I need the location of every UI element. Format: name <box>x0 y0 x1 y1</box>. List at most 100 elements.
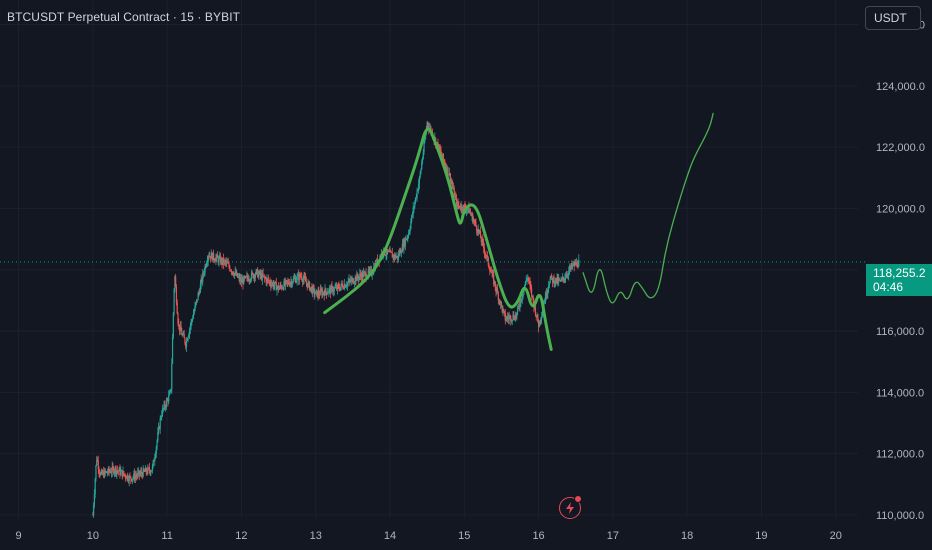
candle-body <box>188 329 191 335</box>
candle-body <box>280 285 282 287</box>
candle-body <box>246 275 248 277</box>
grid <box>0 0 858 518</box>
candle-body <box>171 363 173 390</box>
candle-body <box>402 243 404 249</box>
candle-body <box>507 317 509 319</box>
candle-body <box>167 399 169 402</box>
candle-body <box>259 271 261 276</box>
candle-body <box>250 279 252 281</box>
candle-body <box>155 446 157 454</box>
candle-body <box>512 314 514 320</box>
candle-body <box>403 239 405 249</box>
candle-body <box>326 293 328 295</box>
candle-body <box>387 249 389 252</box>
candle-body <box>128 475 130 482</box>
candle-body <box>476 230 479 233</box>
candle-body <box>110 472 113 474</box>
candle-body <box>114 467 116 472</box>
candle-body <box>500 301 502 305</box>
candle-body <box>205 265 207 267</box>
candle-body <box>260 273 263 280</box>
candle-body <box>404 239 406 246</box>
candle-body <box>315 291 317 294</box>
candle-body <box>372 272 374 275</box>
candle-body <box>333 288 335 292</box>
candle-body <box>146 472 148 474</box>
candle-body <box>241 279 243 283</box>
candle-body <box>479 231 481 233</box>
candle-body <box>116 470 118 474</box>
candle-body <box>484 253 486 255</box>
candle-body <box>571 264 573 267</box>
candle-body <box>554 277 557 283</box>
candle-body <box>158 426 161 429</box>
candle-body <box>536 314 538 317</box>
candle-body <box>308 281 311 291</box>
candle-body <box>144 470 146 472</box>
candle-body <box>206 260 208 264</box>
candle-body <box>224 260 226 262</box>
candle-body <box>329 287 332 294</box>
candle-body <box>180 325 182 332</box>
candle-body <box>336 286 338 290</box>
candle-body <box>235 271 237 276</box>
candle-body <box>341 283 343 286</box>
candle-body <box>248 280 250 281</box>
candle-body <box>143 468 145 471</box>
candle-body <box>350 279 352 282</box>
candle-body <box>151 466 154 471</box>
currency-button[interactable]: USDT <box>865 6 921 30</box>
trend-drawings[interactable] <box>323 112 714 351</box>
price-axis[interactable]: 110,000.0 112,000.0 114,000.0 116,000.0 118,… <box>876 20 925 522</box>
candle-body <box>472 214 474 223</box>
symbol-title[interactable]: BTCUSDT Perpetual Contract · 15 · BYBIT <box>7 10 241 24</box>
candle-body <box>298 274 301 281</box>
candle-body <box>234 271 236 274</box>
candle-body <box>461 205 463 210</box>
candle-body <box>284 281 286 285</box>
candle-body <box>282 287 284 290</box>
candle-body <box>365 272 367 279</box>
candle-body <box>198 292 200 294</box>
candle-body <box>142 468 144 477</box>
candle-body <box>277 285 280 290</box>
candle-body <box>405 238 407 240</box>
time-axis[interactable]: 9 10 11 12 13 14 15 16 17 18 19 20 <box>16 530 842 542</box>
candle-body <box>293 278 295 280</box>
candle-body <box>228 263 230 267</box>
candle-body <box>424 139 426 142</box>
candle-body <box>321 290 323 296</box>
candle-body <box>189 325 191 330</box>
candle-body <box>455 196 457 198</box>
candle-body <box>185 343 187 347</box>
x-tick-label: 16 <box>532 530 544 542</box>
candle-body <box>204 265 206 273</box>
y-tick-label: 114,000.0 <box>876 387 924 399</box>
candle-body <box>200 278 202 285</box>
candle-body <box>411 214 414 216</box>
candle-body <box>460 205 462 209</box>
candle-body <box>574 262 576 267</box>
candle-body <box>232 271 234 275</box>
candle-body <box>223 258 225 264</box>
candle-body <box>176 302 178 314</box>
candle-body <box>508 316 510 320</box>
candle-body <box>207 256 209 261</box>
candle-body <box>562 277 564 279</box>
candle-body <box>268 281 270 282</box>
candle-body <box>552 277 554 283</box>
candle-body <box>455 197 458 208</box>
candle-body <box>251 272 253 274</box>
y-tick-label: 120,000.0 <box>876 203 925 215</box>
candle-body <box>106 471 108 473</box>
candle-body <box>303 276 305 280</box>
candle-body <box>169 390 171 393</box>
candle-body <box>92 514 94 516</box>
candle-body <box>145 468 147 473</box>
flash-icon[interactable] <box>559 495 582 519</box>
candle-body <box>236 272 238 276</box>
candle-body <box>175 276 177 287</box>
candle-body <box>208 256 210 258</box>
